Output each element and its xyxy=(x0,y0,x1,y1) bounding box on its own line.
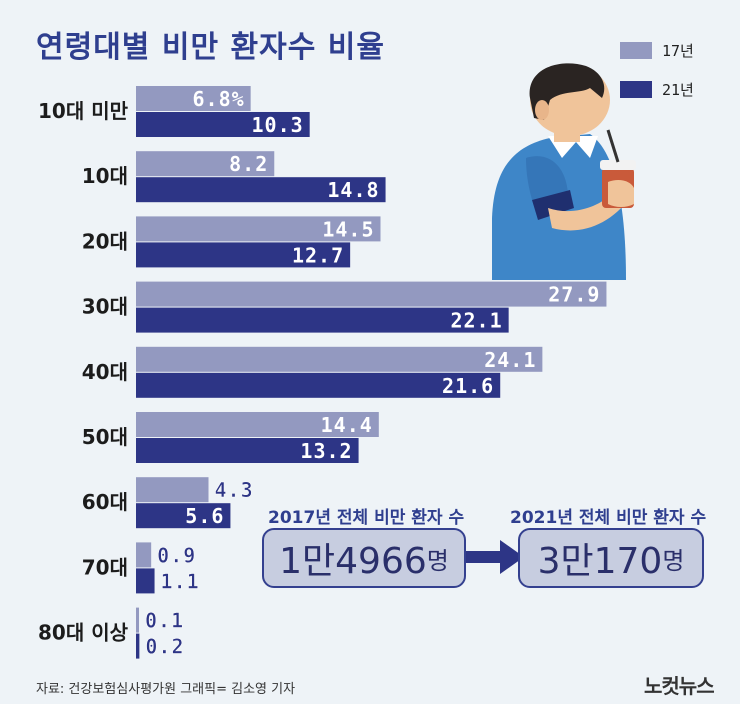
value-label: 22.1 xyxy=(450,309,502,333)
value-label: 0.2 xyxy=(145,635,184,659)
bar-17년-10대 미만 xyxy=(136,86,251,111)
value-label: 0.1 xyxy=(145,609,184,633)
total-2017-box: 1만4966 명 xyxy=(262,528,466,588)
bar-17년-60대 xyxy=(136,477,209,503)
value-label: 27.9 xyxy=(548,283,600,307)
arrow-right-icon xyxy=(466,540,524,574)
category-label: 60대 xyxy=(82,490,128,514)
bar-17년-30대 xyxy=(136,281,607,307)
value-label: 14.4 xyxy=(321,413,373,437)
value-label: 12.7 xyxy=(292,243,344,267)
value-label: 14.5 xyxy=(322,217,374,241)
chart-title: 연령대별 비만 환자수 비율 xyxy=(36,30,385,65)
total-2017-unit: 명 xyxy=(426,546,449,575)
logo: 노컷뉴스 xyxy=(644,674,715,698)
value-label: 1.1 xyxy=(161,569,200,593)
bar-21년-60대 xyxy=(136,503,231,529)
bar-21년-50대 xyxy=(136,438,359,463)
value-label: 6.8% xyxy=(192,87,244,111)
bar-17년-20대 xyxy=(136,216,381,242)
bar-17년-10대 xyxy=(136,151,275,177)
bar-21년-10대 미만 xyxy=(136,112,310,137)
category-label: 40대 xyxy=(82,360,128,384)
bar-21년-20대 xyxy=(136,242,351,268)
value-label: 4.3 xyxy=(215,478,254,502)
bar-21년-70대 xyxy=(136,568,155,594)
value-label: 5.6 xyxy=(185,504,224,528)
bar-17년-70대 xyxy=(136,542,152,568)
category-label: 70대 xyxy=(82,555,128,579)
bar-17년-80대 이상 xyxy=(136,607,139,633)
value-label: 10.3 xyxy=(252,113,304,137)
bar-21년-30대 xyxy=(136,307,509,333)
legend-swatch-2021 xyxy=(620,81,652,98)
value-label: 14.8 xyxy=(327,178,379,202)
value-label: 24.1 xyxy=(484,348,536,372)
bar-21년-80대 이상 xyxy=(136,633,140,659)
legend-label-2017: 17년 xyxy=(662,42,694,60)
total-2021-unit: 명 xyxy=(662,546,685,575)
legend-swatch-2017 xyxy=(620,42,652,59)
category-label: 30대 xyxy=(82,295,128,319)
category-label: 20대 xyxy=(82,229,128,253)
category-label: 80대 이상 xyxy=(38,621,129,645)
bar-17년-40대 xyxy=(136,346,543,372)
legend-item-2021: 21년 xyxy=(620,79,694,100)
legend-label-2021: 21년 xyxy=(662,81,694,99)
category-label: 10대 미만 xyxy=(38,99,129,123)
value-label: 8.2 xyxy=(229,152,268,176)
value-label: 21.6 xyxy=(442,374,494,398)
bar-21년-40대 xyxy=(136,372,501,398)
bar-17년-50대 xyxy=(136,412,379,437)
total-2017-value: 1만4966 xyxy=(279,541,427,582)
total-2021-box: 3만170 명 xyxy=(518,528,704,588)
man-drinking-soda-illustration xyxy=(492,63,636,280)
total-2021-value: 3만170 xyxy=(537,541,663,582)
value-label: 0.9 xyxy=(157,543,196,567)
category-label: 50대 xyxy=(82,425,128,449)
category-label: 10대 xyxy=(82,164,128,188)
total-2021-heading: 2021년 전체 비만 환자 수 xyxy=(510,508,707,528)
total-2017-heading: 2017년 전체 비만 환자 수 xyxy=(268,508,465,528)
legend-item-2017: 17년 xyxy=(620,40,694,61)
source-note: 자료: 건강보험심사평가원 그래픽= 김소영 기자 xyxy=(36,682,296,697)
bar-21년-10대 xyxy=(136,177,386,203)
value-label: 13.2 xyxy=(300,439,352,463)
